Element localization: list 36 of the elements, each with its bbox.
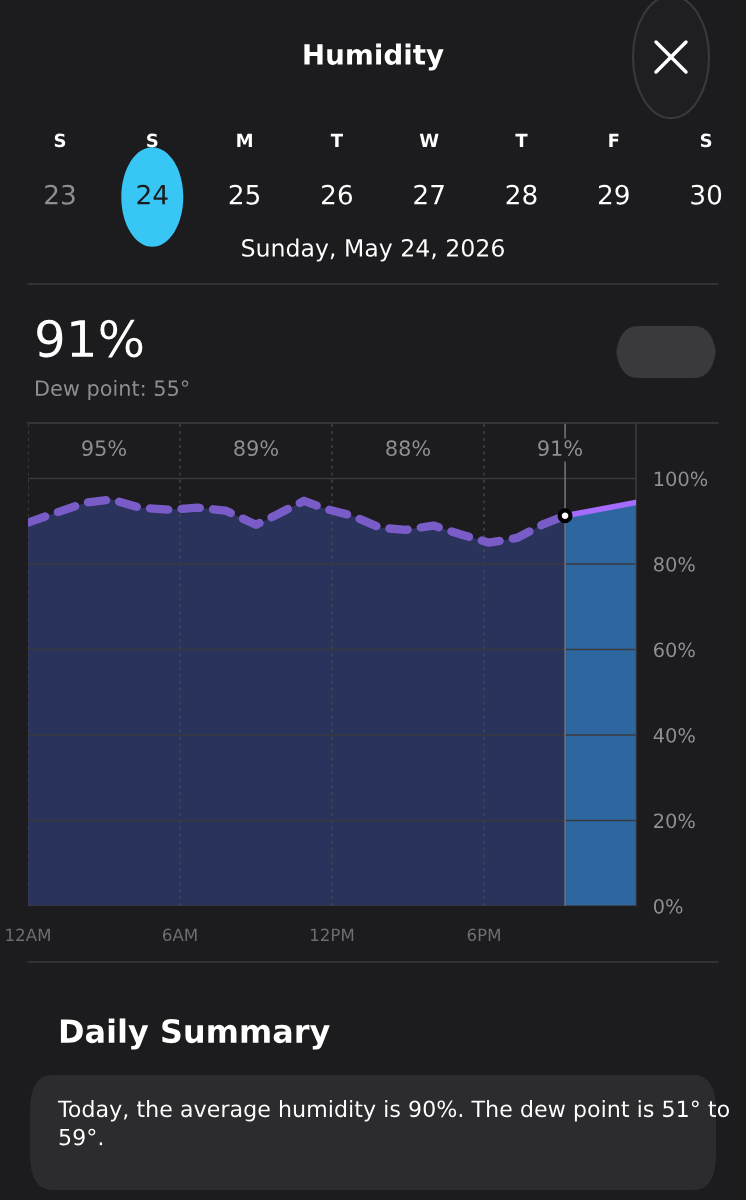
- x-tick-label: 6AM: [162, 928, 197, 942]
- y-tick-label: 100%: [654, 471, 708, 487]
- text: T: [515, 133, 528, 147]
- annotation: 95%: [82, 440, 126, 457]
- text: W: [419, 133, 439, 147]
- annotation: 89%: [234, 440, 278, 457]
- text: T: [330, 133, 343, 147]
- annotation: 88%: [386, 440, 430, 457]
- y-tick-label: 80%: [653, 557, 695, 572]
- x-tick-label: 12PM: [311, 928, 354, 941]
- text: Dew point: 55°: [36, 379, 189, 401]
- text: 28: [506, 184, 537, 205]
- text: 30: [691, 184, 722, 205]
- y-tick-label: 40%: [653, 727, 695, 743]
- text: Daily Summary: [60, 1018, 330, 1050]
- y-tick-label: 20%: [654, 813, 695, 829]
- text: S: [147, 133, 158, 148]
- text: 91%: [37, 319, 143, 358]
- chart-title: Humidity: [304, 43, 444, 71]
- y-tick-label: 0%: [653, 898, 683, 914]
- text: M: [237, 133, 252, 147]
- text: F: [609, 133, 619, 147]
- x-tick-label: 12AM: [6, 928, 50, 941]
- y-tick-label: 60%: [654, 642, 695, 658]
- text: 26: [322, 184, 353, 205]
- text: 29: [598, 184, 629, 205]
- text: 23: [45, 184, 75, 205]
- x-tick-label: 6PM: [467, 928, 500, 942]
- text: 25: [229, 184, 260, 205]
- annotation: 91%: [538, 440, 582, 457]
- text: S: [54, 133, 66, 148]
- text: 27: [414, 184, 444, 205]
- text: Today, the average humidity is 90%. The dew point is 51° to 59°.: [57, 1100, 730, 1146]
- chart-subtitle: Sunday, May 24, 2026: [242, 238, 504, 262]
- text: 24: [137, 184, 168, 205]
- text: S: [700, 133, 712, 148]
